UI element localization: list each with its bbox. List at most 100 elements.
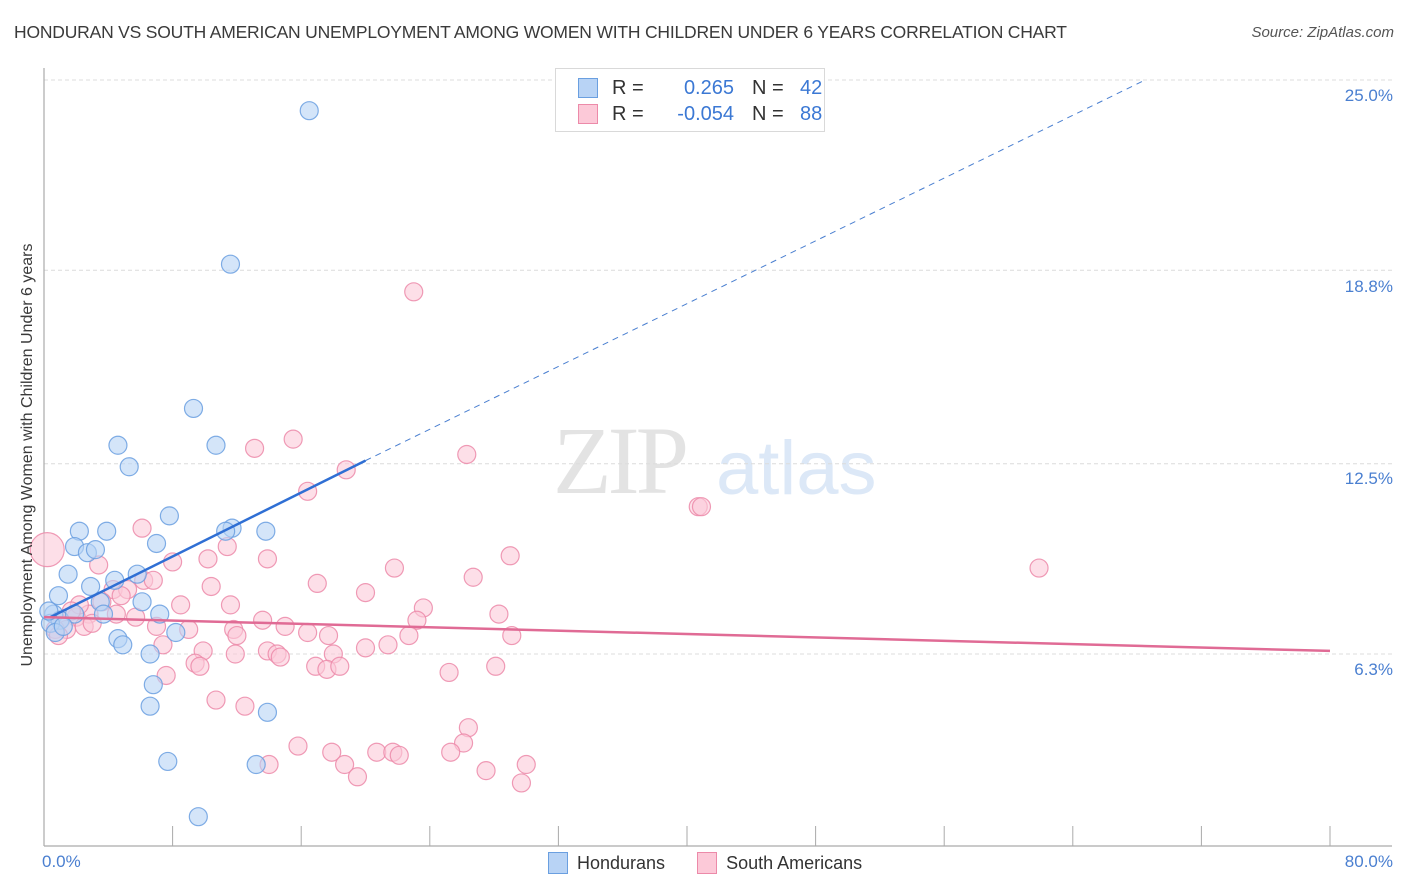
data-point [244,438,265,458]
data-point [171,595,191,615]
data-point [166,622,186,643]
data-point [81,576,101,597]
data-point [318,625,339,646]
y-tick-18-8: 18.8% [1344,277,1393,296]
data-point [198,549,218,569]
data-point [404,282,424,302]
data-point [206,435,226,455]
source-label: Source: ZipAtlas.com [1251,24,1394,41]
data-point [378,635,398,655]
data-point [253,610,273,630]
data-point [97,521,117,541]
data-point [225,644,245,664]
data-point [132,518,152,538]
data-point [288,736,308,756]
watermark-zip: ZIP [553,407,689,514]
data-point [256,521,276,541]
data-point [299,101,319,121]
data-point [463,567,483,587]
hondurans-trend-line [49,459,367,619]
data-point [1029,558,1049,578]
r-label: R = [612,76,644,99]
legend-item-hondurans[interactable]: Hondurans [548,852,665,874]
data-point [500,546,520,566]
data-point [29,532,65,568]
data-point [146,533,167,554]
data-point [335,754,355,775]
data-point [367,742,387,762]
south-americans-swatch-icon [697,852,718,874]
data-point [283,429,303,449]
n-value: 88 [800,102,823,125]
south-americans-trend-line [43,615,1331,653]
data-point [113,635,133,655]
data-point [347,767,368,787]
y-tick-6-3: 6.3% [1354,660,1393,679]
data-point [516,754,536,775]
y-axis-label: Unemployment Among Women with Children U… [19,243,36,667]
data-point [105,570,125,590]
data-point [119,457,139,477]
data-point [227,625,247,646]
data-point [220,254,241,274]
n-label: N = [752,76,784,99]
data-point [322,742,342,762]
legend-row-hondurans: R = 0.265 N = 42 [578,76,822,100]
r-value: 0.265 [683,76,734,99]
legend-label: South Americans [726,852,863,873]
data-point [235,696,255,716]
data-point [158,751,178,772]
data-point [150,604,170,624]
data-point [140,644,160,664]
data-point [159,506,179,526]
south-americans-swatch-icon [578,104,598,124]
y-tick-25: 25.0% [1344,86,1393,105]
data-point [441,742,461,762]
data-point [93,604,114,624]
series-legend: Hondurans South Americans [548,852,894,874]
data-point [143,570,163,590]
data-point [298,622,318,643]
data-point [270,647,290,667]
data-point [489,604,509,624]
data-point [502,625,522,646]
r-label: R = [612,102,644,125]
data-point [188,807,208,827]
data-point [53,616,73,636]
data-point [220,595,241,615]
data-point [439,662,459,683]
data-point [143,675,163,695]
data-point [407,610,427,630]
data-point [486,656,506,676]
data-point [108,435,128,455]
x-tick-min: 0.0% [42,852,81,871]
correlation-legend: R = 0.265 N = 42 R = -0.054 N = 88 [555,68,825,132]
data-point [190,656,210,676]
legend-item-south-americans[interactable]: South Americans [697,852,862,874]
y-tick-12-5: 12.5% [1344,469,1393,488]
data-point [246,754,266,775]
data-point [389,745,409,765]
data-point [330,656,350,676]
legend-row-south-americans: R = -0.054 N = 88 [578,102,822,126]
data-point [511,773,532,793]
data-point [58,564,78,584]
data-point [691,497,712,517]
hondurans-trend-extension [365,79,1146,462]
data-point [140,696,160,716]
data-point [457,444,477,465]
x-tick-max: 80.0% [1344,852,1393,871]
data-point [476,761,496,781]
n-value: 42 [800,76,823,99]
data-point [399,625,419,646]
data-point [355,638,376,658]
data-point [384,558,405,578]
r-value: -0.054 [677,102,734,125]
data-point [206,690,226,710]
data-point [132,592,152,612]
data-point [183,398,204,419]
chart-title: HONDURAN VS SOUTH AMERICAN UNEMPLOYMENT … [14,22,1067,42]
data-point [201,576,221,597]
hondurans-swatch-icon [578,78,598,98]
